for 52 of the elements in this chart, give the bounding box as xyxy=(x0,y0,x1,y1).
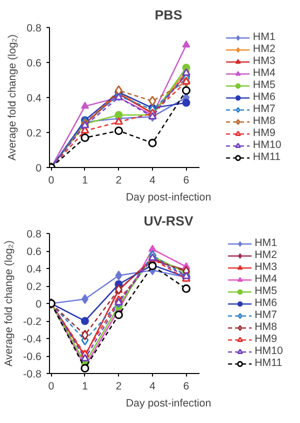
legend-label: HM6 xyxy=(252,91,276,103)
x-axis-title: Day post-infection xyxy=(126,398,212,410)
legend-label: HM2 xyxy=(252,43,276,55)
x-tick-label: 0 xyxy=(48,380,54,392)
legend-label: HM11 xyxy=(252,151,281,163)
y-tick-label: 0.6 xyxy=(26,246,42,258)
legend-label: HM2 xyxy=(254,249,278,261)
y-tick-label: -0.2 xyxy=(23,316,42,328)
legend-label: HM3 xyxy=(252,55,276,67)
y-tick-label: 0.4 xyxy=(26,264,42,276)
y-tick-label: 0 xyxy=(36,162,42,174)
chart-title: UV-RSV xyxy=(144,214,194,228)
legend-label: HM5 xyxy=(252,79,276,91)
y-tick-label: -0.4 xyxy=(23,334,42,346)
x-tick-label: 1 xyxy=(82,174,88,186)
legend-label: HM7 xyxy=(252,103,276,115)
x-tick-label: 6 xyxy=(183,380,190,392)
legend-label: HM10 xyxy=(254,345,283,357)
chart-title: PBS xyxy=(154,8,182,22)
y-axis-title: Average fold change (log₂) xyxy=(3,240,16,366)
legend-label: HM8 xyxy=(254,321,278,333)
y-axis-title: Average fold change (log₂) xyxy=(6,34,19,160)
legend-label: HM1 xyxy=(252,31,276,43)
x-tick-label: 2 xyxy=(116,380,122,392)
y-tick-label: 0 xyxy=(36,298,42,310)
legend-label: HM6 xyxy=(254,297,278,309)
x-axis-title: Day post-infection xyxy=(126,192,212,204)
x-tick-label: 6 xyxy=(183,174,190,186)
legend-label: HM10 xyxy=(252,139,282,151)
legend-label: HM9 xyxy=(252,127,276,139)
legend-label: HM9 xyxy=(254,333,278,345)
legend-label: HM3 xyxy=(254,261,278,273)
legend-label: HM11 xyxy=(254,357,282,369)
x-tick-label: 2 xyxy=(116,174,122,186)
legend-label: HM4 xyxy=(254,273,278,285)
y-tick-label: 0.8 xyxy=(26,228,42,240)
y-tick-label: 0.6 xyxy=(26,58,42,70)
legend-label: HM4 xyxy=(252,67,276,79)
x-tick-label: 0 xyxy=(48,174,54,186)
y-tick-label: -0.8 xyxy=(23,368,42,380)
legend-label: HM1 xyxy=(254,237,278,249)
legend-label: HM8 xyxy=(252,115,276,127)
y-tick-label: 0.4 xyxy=(26,92,42,104)
x-tick-label: 4 xyxy=(150,380,156,392)
legend-label: HM7 xyxy=(254,309,278,321)
x-tick-label: 1 xyxy=(82,380,88,392)
y-tick-label: 0.2 xyxy=(26,281,42,293)
y-tick-label: 0.8 xyxy=(26,22,42,34)
y-tick-label: -0.6 xyxy=(23,351,42,363)
x-tick-label: 4 xyxy=(150,174,156,186)
legend-label: HM5 xyxy=(254,285,278,297)
y-tick-label: 0.2 xyxy=(26,128,42,140)
